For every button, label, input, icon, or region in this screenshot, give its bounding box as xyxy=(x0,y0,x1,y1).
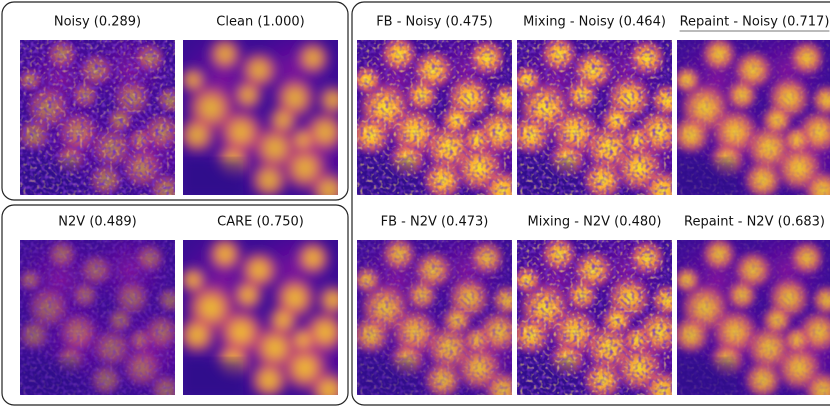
panel-title: Noisy (0.289) xyxy=(54,15,141,30)
image-panel xyxy=(10,225,200,407)
image-panel xyxy=(507,225,697,407)
image-panel xyxy=(667,25,830,211)
panel-title: Mixing - Noisy (0.464) xyxy=(523,15,666,30)
panel-title: Repaint - Noisy (0.717) xyxy=(680,15,830,30)
image-panel xyxy=(507,25,697,212)
panel-title: Mixing - N2V (0.480) xyxy=(528,215,662,230)
image-panel xyxy=(173,225,363,407)
panel-title: FB - Noisy (0.475) xyxy=(376,15,493,30)
panel-title: Clean (1.000) xyxy=(216,15,304,30)
figure: Noisy (0.289) Clean (1.000) N2V (0.489) CAR… xyxy=(0,0,830,407)
image-panel xyxy=(173,25,363,211)
image-panel xyxy=(10,25,200,208)
image-panel xyxy=(667,225,830,407)
panel-title: N2V (0.489) xyxy=(58,215,136,230)
image-panel xyxy=(347,25,537,212)
panel-title: CARE (0.750) xyxy=(217,215,304,230)
panel-title: Repaint - N2V (0.683) xyxy=(684,215,825,230)
panel-title: FB - N2V (0.473) xyxy=(381,215,489,230)
image-panel xyxy=(347,225,537,407)
